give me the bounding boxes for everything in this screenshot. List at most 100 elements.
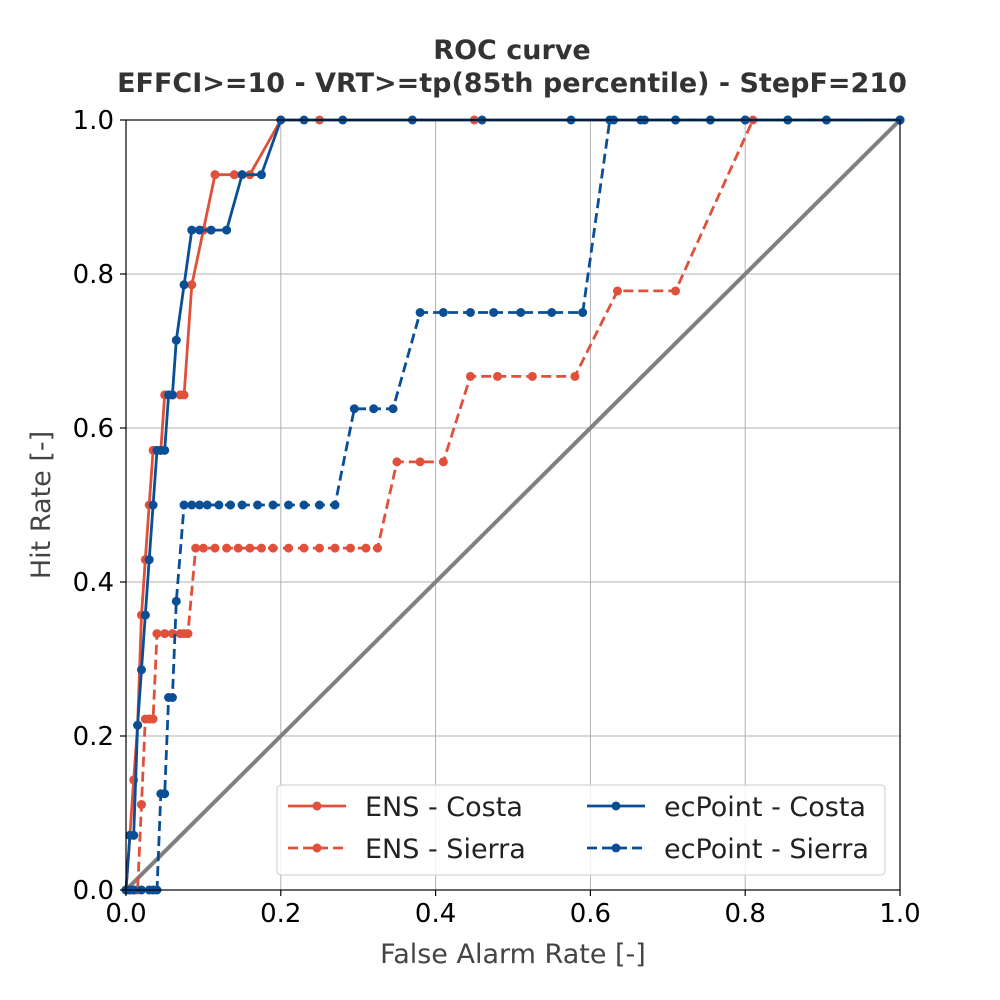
legend: ENS - Costa ENS - Sierra ecPoint - Costa… — [276, 784, 886, 876]
data-point-ens-sierra — [392, 457, 402, 467]
data-point-ens-costa — [179, 390, 189, 400]
data-point-ecpoint-sierra — [237, 500, 247, 510]
data-point-ecpoint-sierra — [284, 500, 294, 510]
data-point-ens-sierra — [527, 371, 537, 381]
data-point-ecpoint-sierra — [187, 500, 197, 510]
data-point-ens-sierra — [612, 286, 622, 296]
data-point-ecpoint-sierra — [369, 404, 379, 414]
legend-marker-ecpoint-costa — [611, 801, 621, 811]
y-tick-label: 0.6 — [73, 414, 114, 444]
data-point-ecpoint-costa — [222, 225, 232, 235]
data-point-ens-sierra — [148, 714, 158, 724]
data-point-ecpoint-sierra — [225, 500, 235, 510]
data-point-ecpoint-sierra — [388, 404, 398, 414]
data-point-ens-sierra — [315, 543, 324, 553]
data-point-ecpoint-costa — [160, 445, 170, 455]
data-point-ecpoint-sierra — [179, 500, 189, 510]
data-point-ens-sierra — [345, 543, 355, 553]
data-point-ens-sierra — [493, 371, 503, 381]
x-tick-label: 1.0 — [879, 899, 920, 929]
legend-label-ens-costa: ENS - Costa — [365, 792, 523, 823]
data-point-ens-costa — [229, 170, 239, 180]
data-point-ens-sierra — [136, 800, 146, 810]
y-tick-label: 1.0 — [73, 106, 114, 136]
data-point-ecpoint-sierra — [268, 500, 278, 510]
chart-subtitle: EFFCI>=10 - VRT>=tp(85th percentile) - S… — [117, 68, 907, 99]
y-tick-label: 0.2 — [73, 722, 114, 752]
data-point-ecpoint-sierra — [195, 500, 205, 510]
data-point-ens-sierra — [210, 543, 220, 553]
x-tick-label: 0.0 — [105, 899, 146, 929]
legend-marker-ens-sierra — [312, 843, 322, 853]
data-point-ens-sierra — [299, 543, 309, 553]
x-tick-label: 0.6 — [570, 899, 611, 929]
data-point-ecpoint-sierra — [330, 500, 340, 510]
y-tick-label: 0.4 — [73, 568, 114, 598]
data-point-ecpoint-costa — [140, 610, 150, 620]
data-point-ens-sierra — [284, 543, 294, 553]
data-point-ecpoint-costa — [171, 335, 181, 345]
data-point-ecpoint-costa — [144, 555, 154, 565]
data-point-ecpoint-costa — [179, 280, 189, 290]
data-point-ecpoint-costa — [133, 720, 143, 730]
y-tick-label: 0.8 — [73, 260, 114, 290]
data-point-ens-sierra — [465, 371, 475, 381]
data-point-ecpoint-sierra — [465, 308, 475, 317]
data-point-ecpoint-sierra — [516, 308, 526, 317]
data-point-ecpoint-costa — [237, 170, 247, 180]
data-point-ecpoint-sierra — [160, 789, 170, 799]
data-point-ecpoint-sierra — [214, 500, 224, 510]
data-point-ens-sierra — [438, 457, 448, 467]
data-point-ens-sierra — [233, 543, 243, 553]
data-point-ens-sierra — [191, 543, 201, 553]
data-point-ens-sierra — [183, 629, 193, 639]
data-point-ecpoint-sierra — [299, 500, 309, 510]
x-axis-label: False Alarm Rate [-] — [380, 939, 646, 970]
data-point-ens-sierra — [198, 543, 208, 553]
data-point-ecpoint-sierra — [315, 500, 324, 510]
data-point-ens-sierra — [330, 543, 340, 553]
data-point-ecpoint-costa — [206, 225, 216, 235]
data-point-ecpoint-sierra — [438, 308, 448, 317]
data-point-ecpoint-sierra — [578, 308, 588, 317]
data-point-ecpoint-sierra — [253, 500, 263, 510]
plot-frame — [125, 119, 901, 891]
data-point-ecpoint-sierra — [547, 308, 557, 317]
data-point-ens-sierra — [373, 543, 383, 553]
x-tick-label: 0.8 — [725, 899, 766, 929]
data-point-ecpoint-sierra — [202, 500, 212, 510]
legend-marker-ecpoint-sierra — [611, 843, 621, 853]
data-point-ecpoint-sierra — [489, 308, 499, 317]
y-tick-label: 0.0 — [73, 876, 114, 906]
data-point-ens-sierra — [222, 543, 232, 553]
chart-title: ROC curve — [433, 35, 590, 66]
data-point-ecpoint-costa — [187, 225, 197, 235]
data-point-ecpoint-sierra — [167, 693, 177, 702]
x-tick-label: 0.2 — [260, 899, 301, 929]
legend-box — [276, 784, 886, 876]
data-point-ens-costa — [187, 280, 197, 290]
x-tick-label: 0.4 — [415, 899, 456, 929]
data-point-ens-sierra — [415, 457, 425, 467]
legend-label-ecpoint-costa: ecPoint - Costa — [664, 792, 866, 823]
data-point-ens-sierra — [256, 543, 266, 553]
legend-label-ecpoint-sierra: ecPoint - Sierra — [664, 834, 869, 865]
data-point-ecpoint-costa — [148, 500, 158, 510]
data-point-ecpoint-costa — [195, 225, 205, 235]
grid-lines — [125, 119, 901, 891]
data-point-ecpoint-sierra — [415, 308, 425, 317]
data-point-ens-costa — [210, 170, 220, 180]
data-point-ecpoint-sierra — [171, 596, 181, 606]
data-point-ens-sierra — [671, 286, 681, 296]
data-point-ecpoint-costa — [256, 170, 266, 180]
legend-marker-ens-costa — [312, 801, 322, 811]
data-point-ens-sierra — [160, 629, 170, 639]
data-point-ens-sierra — [361, 543, 371, 553]
diagonal-reference-line — [124, 118, 902, 892]
data-point-ens-sierra — [268, 543, 278, 553]
y-axis-label: Hit Rate [-] — [26, 431, 57, 579]
legend-label-ens-sierra: ENS - Sierra — [365, 834, 526, 865]
data-point-ens-sierra — [245, 543, 255, 553]
